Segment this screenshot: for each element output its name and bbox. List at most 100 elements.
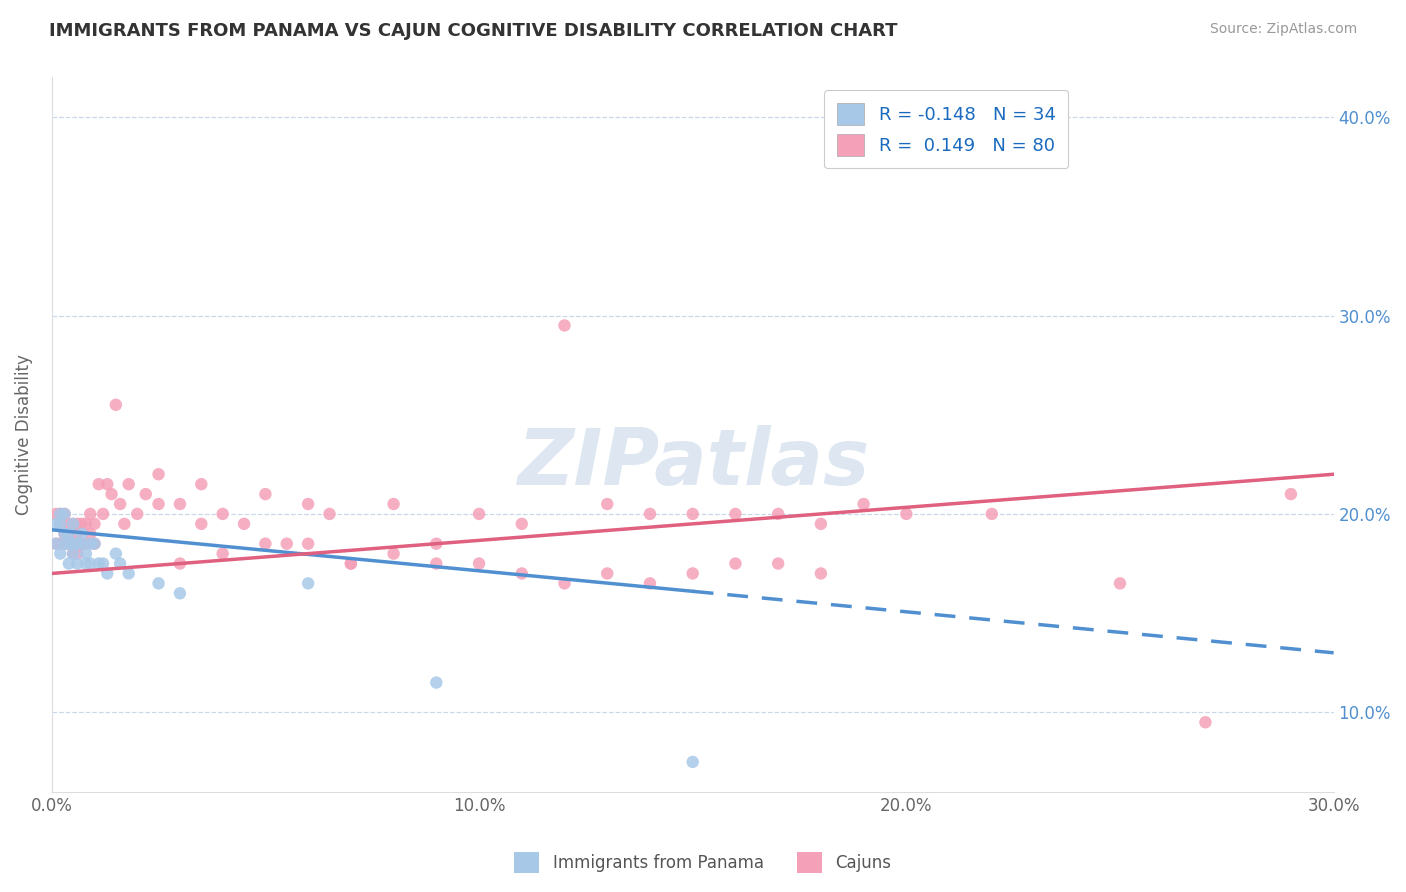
Point [468,507,491,521]
Point [810,566,832,581]
Point [1279,487,1302,501]
Point [62,537,84,551]
Point [104,398,127,412]
Point [510,566,533,581]
Text: ZIPatlas: ZIPatlas [516,425,869,501]
Point [297,537,319,551]
Point [49,516,72,531]
Point [79,507,101,521]
Point [53,537,76,551]
Point [553,318,575,333]
Point [233,516,256,531]
Point [83,537,105,551]
Point [1194,715,1216,730]
Point [53,526,76,541]
Point [297,497,319,511]
Point [852,497,875,511]
Point [91,507,114,521]
Point [66,526,89,541]
Point [45,507,67,521]
Point [53,537,76,551]
Point [211,547,233,561]
Point [638,507,661,521]
Point [62,547,84,561]
Point [62,547,84,561]
Point [58,557,80,571]
Point [766,507,789,521]
Point [58,526,80,541]
Point [62,516,84,531]
Point [75,516,97,531]
Point [135,487,157,501]
Point [49,507,72,521]
Point [468,557,491,571]
Point [108,557,131,571]
Point [596,566,619,581]
Point [724,507,747,521]
Point [382,497,405,511]
Text: Source: ZipAtlas.com: Source: ZipAtlas.com [1209,22,1357,37]
Point [70,537,93,551]
Point [70,516,93,531]
Point [96,477,118,491]
Point [596,497,619,511]
Point [45,537,67,551]
Point [1109,576,1132,591]
Point [896,507,918,521]
Point [96,566,118,581]
Point [118,566,141,581]
Point [638,576,661,591]
Point [148,497,170,511]
Point [87,477,110,491]
Legend: Immigrants from Panama, Cajuns: Immigrants from Panama, Cajuns [508,846,898,880]
Point [70,537,93,551]
Point [58,526,80,541]
Point [980,507,1002,521]
Point [66,537,89,551]
Text: IMMIGRANTS FROM PANAMA VS CAJUN COGNITIVE DISABILITY CORRELATION CHART: IMMIGRANTS FROM PANAMA VS CAJUN COGNITIV… [49,22,897,40]
Point [766,557,789,571]
Point [49,516,72,531]
Point [49,537,72,551]
Point [53,507,76,521]
Point [169,586,191,600]
Point [108,497,131,511]
Point [169,497,191,511]
Point [104,547,127,561]
Point [810,516,832,531]
Point [682,755,704,769]
Point [724,557,747,571]
Point [66,557,89,571]
Point [49,507,72,521]
Point [118,477,141,491]
Point [79,526,101,541]
Point [49,547,72,561]
Point [53,507,76,521]
Point [211,507,233,521]
Point [62,537,84,551]
Point [276,537,298,551]
Point [100,487,122,501]
Point [45,537,67,551]
Point [340,557,363,571]
Point [510,516,533,531]
Point [190,477,212,491]
Point [682,507,704,521]
Point [87,557,110,571]
Point [190,516,212,531]
Point [45,516,67,531]
Point [127,507,149,521]
Y-axis label: Cognitive Disability: Cognitive Disability [15,354,32,515]
Point [83,516,105,531]
Point [148,467,170,482]
Point [79,537,101,551]
Point [53,526,76,541]
Point [91,557,114,571]
Point [70,526,93,541]
Point [553,576,575,591]
Point [297,576,319,591]
Point [58,537,80,551]
Point [254,487,277,501]
Point [425,675,447,690]
Point [75,537,97,551]
